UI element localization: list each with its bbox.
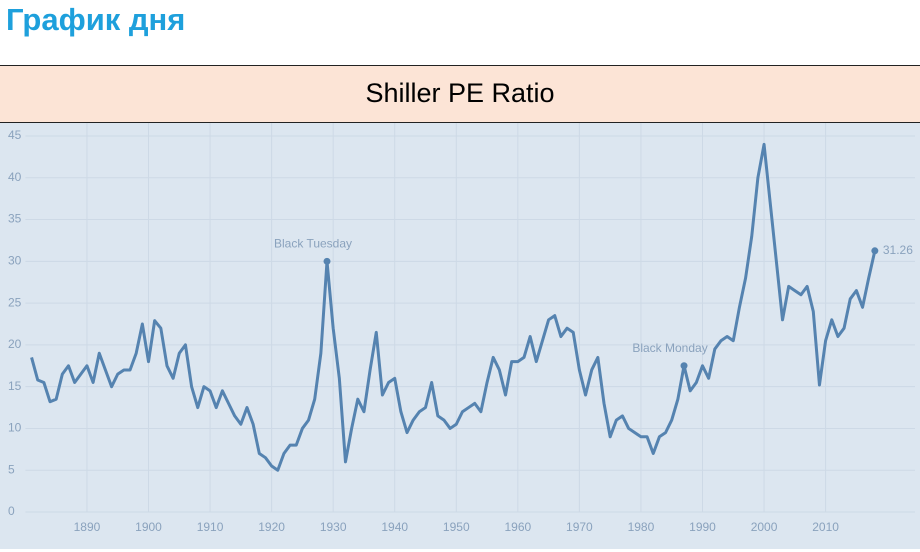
x-tick-label: 2010 [812, 520, 839, 534]
x-tick-label: 1960 [504, 520, 531, 534]
page-title: График дня [6, 2, 186, 37]
x-tick-label: 1920 [258, 520, 285, 534]
x-tick-label: 2000 [751, 520, 778, 534]
x-tick-label: 1930 [320, 520, 347, 534]
x-tick-label: 1900 [135, 520, 162, 534]
y-tick-label: 5 [8, 462, 15, 476]
x-tick-label: 1970 [566, 520, 593, 534]
y-tick-label: 15 [8, 379, 22, 393]
y-tick-label: 45 [8, 128, 22, 142]
x-tick-label: 1990 [689, 520, 716, 534]
y-tick-label: 0 [8, 504, 15, 518]
y-tick-label: 35 [8, 212, 22, 226]
x-tick-label: 1890 [74, 520, 101, 534]
annotation: Black Monday [632, 341, 707, 355]
y-tick-label: 40 [8, 170, 22, 184]
x-tick-label: 1980 [628, 520, 655, 534]
plot-background [0, 123, 920, 549]
end-point [871, 247, 879, 255]
y-tick-label: 25 [8, 295, 22, 309]
annotation: Black Tuesday [274, 237, 352, 251]
x-tick-label: 1940 [381, 520, 408, 534]
x-tick-label: 1910 [197, 520, 224, 534]
chart-header: Shiller PE Ratio [0, 65, 920, 123]
annotation-point [680, 362, 688, 370]
y-tick-label: 30 [8, 254, 22, 268]
chart-title: Shiller PE Ratio [365, 78, 555, 108]
data-label: 31.26 [883, 243, 913, 257]
y-tick-label: 10 [8, 421, 22, 435]
line [30, 142, 877, 472]
annotation-point [323, 257, 331, 265]
chart: 0 5 10 15 20 25 30 35 40 45 1890 1900 1910 1920 1930 19… [0, 123, 920, 549]
y-tick-label: 20 [8, 337, 22, 351]
x-tick-label: 1950 [443, 520, 470, 534]
